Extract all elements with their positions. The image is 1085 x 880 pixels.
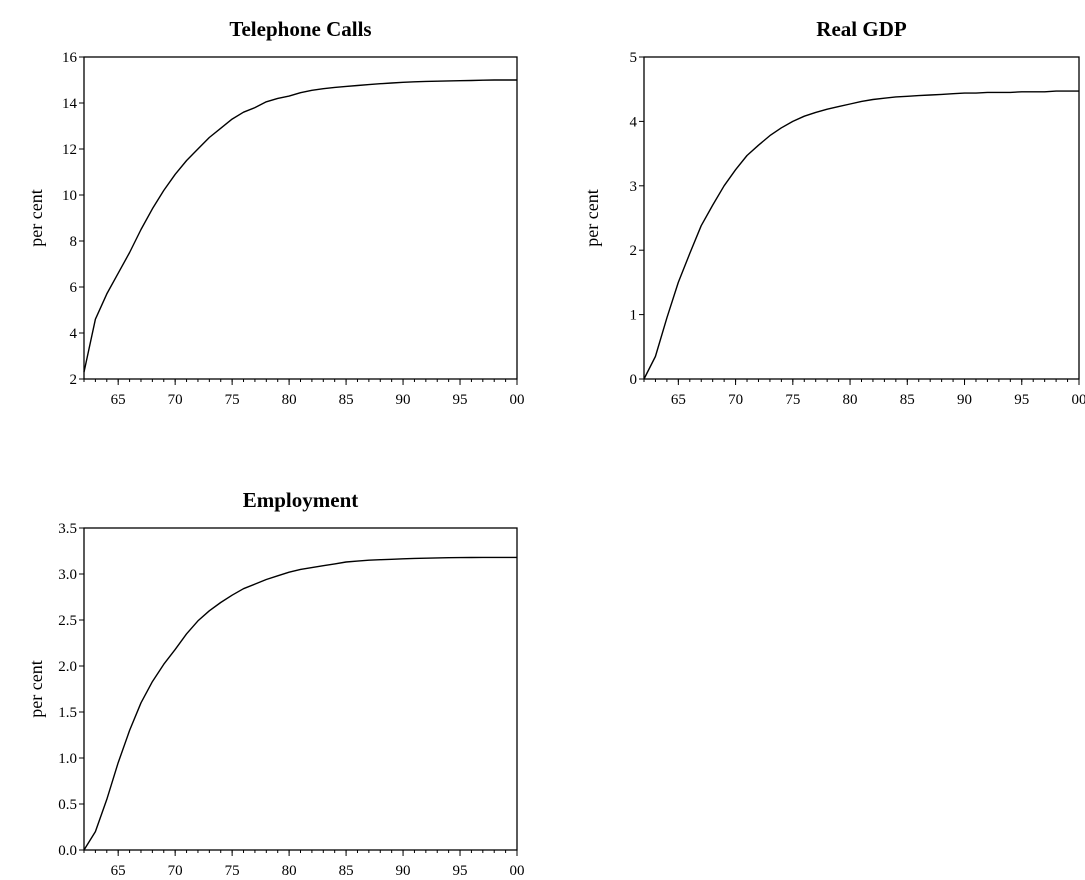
y-tick-label: 2	[630, 243, 638, 259]
x-tick-label: 75	[225, 392, 240, 408]
chart-title: Telephone Calls	[229, 17, 371, 41]
x-tick-label: 70	[728, 392, 743, 408]
y-tick-label: 0	[630, 372, 638, 388]
x-tick-label: 65	[111, 392, 126, 408]
y-tick-label: 4	[630, 114, 638, 130]
x-tick-label: 95	[1014, 392, 1029, 408]
chart-0: Telephone Calls per cent 2 4 6 8 10 12 14 16 65 70 7…	[26, 17, 525, 408]
series-line-0	[643, 90, 1079, 380]
series-line-0	[83, 556, 517, 851]
y-tick-label: 4	[70, 326, 78, 342]
x-tick-label: 65	[671, 392, 686, 408]
y-tick-label: 2.5	[58, 613, 77, 629]
x-tick-label: 85	[900, 392, 915, 408]
y-tick-label: 1.5	[58, 705, 77, 721]
x-tick-label: 65	[111, 863, 126, 879]
y-tick-label: 14	[62, 96, 78, 112]
x-tick-label: 80	[282, 392, 297, 408]
x-tick-label: 85	[339, 392, 354, 408]
y-tick-label: 1.0	[58, 751, 77, 767]
x-tick-label: 85	[339, 863, 354, 879]
y-tick-label: 6	[70, 280, 78, 296]
y-tick-label: 2.0	[58, 659, 77, 675]
x-tick-label: 00	[510, 863, 525, 879]
x-tick-label: 75	[785, 392, 800, 408]
x-tick-label: 00	[1072, 392, 1085, 408]
chart-title: Employment	[243, 488, 359, 512]
x-tick-label: 95	[453, 392, 468, 408]
y-tick-label: 3	[630, 179, 638, 195]
x-tick-label: 80	[843, 392, 858, 408]
chart-title: Real GDP	[816, 17, 907, 41]
y-tick-label: 10	[62, 188, 77, 204]
x-tick-label: 95	[453, 863, 468, 879]
y-tick-label: 12	[62, 142, 77, 158]
y-tick-label: 5	[630, 50, 638, 66]
x-tick-label: 00	[510, 392, 525, 408]
y-tick-label: 0.5	[58, 797, 77, 813]
y-tick-label: 3.5	[58, 521, 77, 537]
y-axis-label: per cent	[582, 189, 602, 246]
x-tick-label: 75	[225, 863, 240, 879]
y-tick-label: 16	[62, 50, 78, 66]
x-tick-label: 90	[396, 392, 411, 408]
y-axis-label: per cent	[26, 189, 46, 246]
chart-2: Employment per cent 0.0 0.5 1.0 1.5 2.0 2.5 3.0 3…	[26, 488, 525, 879]
x-tick-label: 70	[168, 392, 183, 408]
y-axis-label: per cent	[26, 660, 46, 717]
series-line-0	[83, 79, 517, 373]
y-tick-label: 3.0	[58, 567, 77, 583]
plot-frame	[83, 56, 518, 380]
y-tick-label: 8	[70, 234, 78, 250]
y-tick-label: 1	[630, 308, 638, 324]
x-tick-label: 80	[282, 863, 297, 879]
plot-frame	[643, 56, 1080, 380]
x-tick-label: 90	[957, 392, 972, 408]
x-tick-label: 90	[396, 863, 411, 879]
y-tick-label: 0.0	[58, 843, 77, 859]
x-tick-label: 70	[168, 863, 183, 879]
chart-1: Real GDP per cent 0 1 2 3 4 5 65 70 75 80 85 90 95 00	[582, 17, 1085, 408]
y-tick-label: 2	[70, 372, 78, 388]
